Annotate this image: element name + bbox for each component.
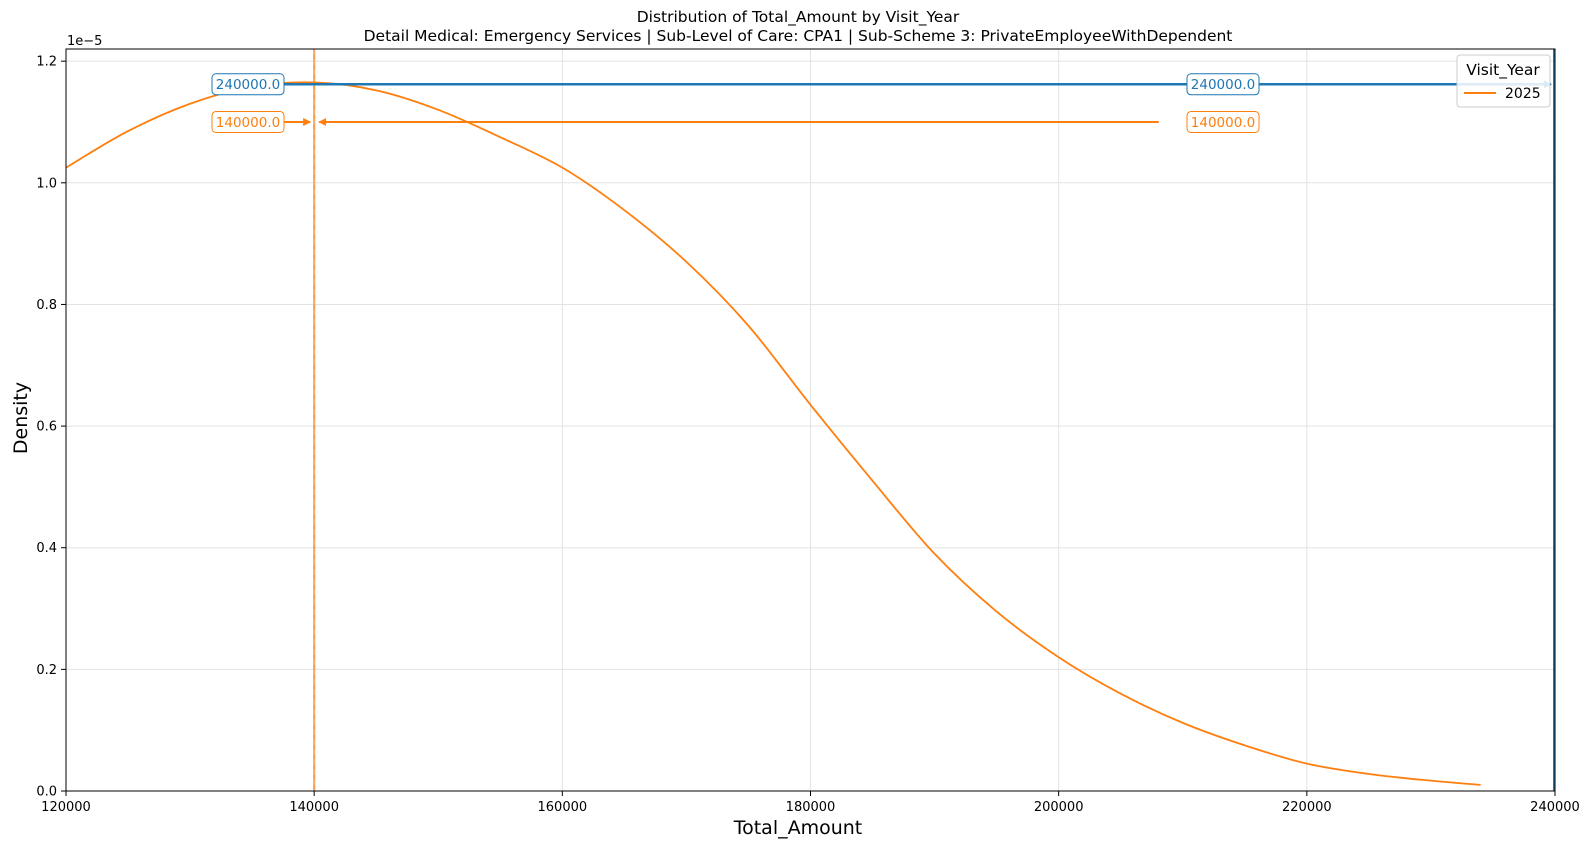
y-tick-label: 0.2 — [36, 663, 57, 678]
x-tick-label: 240000 — [1530, 800, 1580, 815]
ticks: 120000 140000 160000 180000 200000 220000 2400… — [36, 55, 1580, 815]
chart-subtitle: Detail Medical: Emergency Services | Sub… — [364, 27, 1233, 45]
y-axis-label: Density — [10, 382, 32, 454]
vertical-reference-lines — [313, 49, 1555, 791]
chart-title: Distribution of Total_Amount by Visit_Ye… — [637, 8, 960, 27]
annotation-label-blue-right-box — [1186, 73, 1260, 96]
y-tick-label: 1.0 — [36, 176, 57, 191]
series-layer — [65, 81, 1481, 786]
y-tick-label: 0.6 — [36, 420, 57, 435]
x-axis-label: Total_Amount — [733, 817, 863, 839]
annotations: 240000.0 240000.0 140000.0 140000.0 — [211, 73, 1552, 133]
x-tick-label: 160000 — [538, 800, 588, 815]
x-tick-label: 120000 — [41, 800, 91, 815]
annotation-label-orange-left: 140000.0 — [216, 115, 280, 131]
x-tick-label: 200000 — [1034, 800, 1084, 815]
x-tick-label: 180000 — [786, 800, 836, 815]
y-axis-exponent: 1e−5 — [67, 34, 102, 49]
y-tick-label: 0.4 — [36, 541, 57, 556]
y-tick-label: 1.2 — [36, 55, 57, 70]
annotation-label-blue-right: 240000.0 — [1191, 77, 1255, 93]
x-tick-label: 140000 — [289, 800, 339, 815]
series-line-2025 — [65, 81, 1481, 786]
legend: Visit_Year 2025 — [1456, 54, 1551, 108]
annotation-label-orange-left-box — [211, 110, 285, 133]
grid — [65, 49, 1556, 792]
legend-title: Visit_Year — [1466, 61, 1540, 80]
legend-label-2025: 2025 — [1505, 86, 1541, 102]
y-tick-label: 0.0 — [36, 785, 57, 800]
annotation-label-blue-left-box — [211, 73, 285, 96]
annotation-label-blue-left: 240000.0 — [216, 77, 280, 93]
annotation-label-orange-right: 140000.0 — [1191, 115, 1255, 131]
x-tick-label: 220000 — [1282, 800, 1332, 815]
y-tick-label: 0.8 — [36, 298, 57, 313]
annotation-label-orange-right-box — [1186, 110, 1260, 133]
